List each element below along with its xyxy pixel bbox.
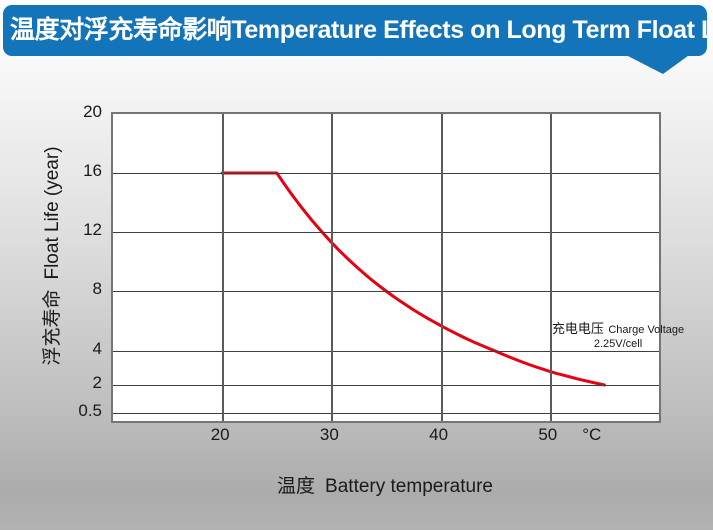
annotation-line1: 充电电压 Charge Voltage bbox=[551, 320, 685, 338]
banner-title-en: Temperature Effects on Long Term Float L… bbox=[231, 16, 707, 44]
annotation-zh: 充电电压 bbox=[551, 321, 604, 336]
y-tick-label-0.5: 0.5 bbox=[78, 401, 102, 420]
annotation-value: 2.25V/cell bbox=[593, 338, 643, 351]
y-tick-label-4: 4 bbox=[92, 339, 102, 358]
gridline-x-40 bbox=[440, 114, 443, 421]
plot-area: 充电电压 Charge Voltage 2.25V/cell bbox=[111, 112, 684, 423]
x-axis-title: 温度 Battery temperature bbox=[215, 471, 555, 498]
x-tick-label-50: 50 bbox=[538, 425, 558, 444]
y-tick-label-20: 20 bbox=[83, 102, 102, 121]
float-life-curve bbox=[220, 171, 606, 387]
x-tick-label-30: 30 bbox=[319, 425, 339, 444]
x-axis-title-zh: 温度 bbox=[277, 476, 316, 497]
y-tick-label-16: 16 bbox=[83, 161, 102, 180]
banner-title-zh: 温度对浮充寿命影响 bbox=[10, 16, 232, 44]
gridline-y-2 bbox=[113, 385, 659, 386]
y-tick-label-8: 8 bbox=[92, 279, 102, 298]
gridline-x-20 bbox=[222, 114, 225, 421]
x-axis-unit: °C bbox=[582, 425, 602, 444]
gridline-x-50 bbox=[549, 114, 552, 421]
title-banner: 温度对浮充寿命影响 Temperature Effects on Long Ter… bbox=[3, 5, 707, 56]
banner-tail-icon bbox=[622, 53, 692, 74]
gridline-y-16 bbox=[113, 173, 659, 174]
annotation-en: Charge Voltage bbox=[608, 324, 685, 336]
gridline-y-12 bbox=[113, 232, 659, 233]
gridline-y-0.5 bbox=[113, 413, 659, 414]
gridline-x-30 bbox=[331, 114, 334, 421]
y-tick-label-12: 12 bbox=[83, 220, 102, 239]
charge-voltage-annotation: 充电电压 Charge Voltage 2.25V/cell bbox=[551, 320, 685, 351]
x-tick-label-20: 20 bbox=[210, 425, 230, 444]
gridline-y-8 bbox=[113, 291, 659, 292]
x-axis-title-en: Battery temperature bbox=[325, 476, 493, 497]
gridline-y-4 bbox=[113, 351, 659, 352]
x-tick-label-40: 40 bbox=[429, 425, 449, 444]
y-tick-label-2: 2 bbox=[92, 373, 102, 392]
